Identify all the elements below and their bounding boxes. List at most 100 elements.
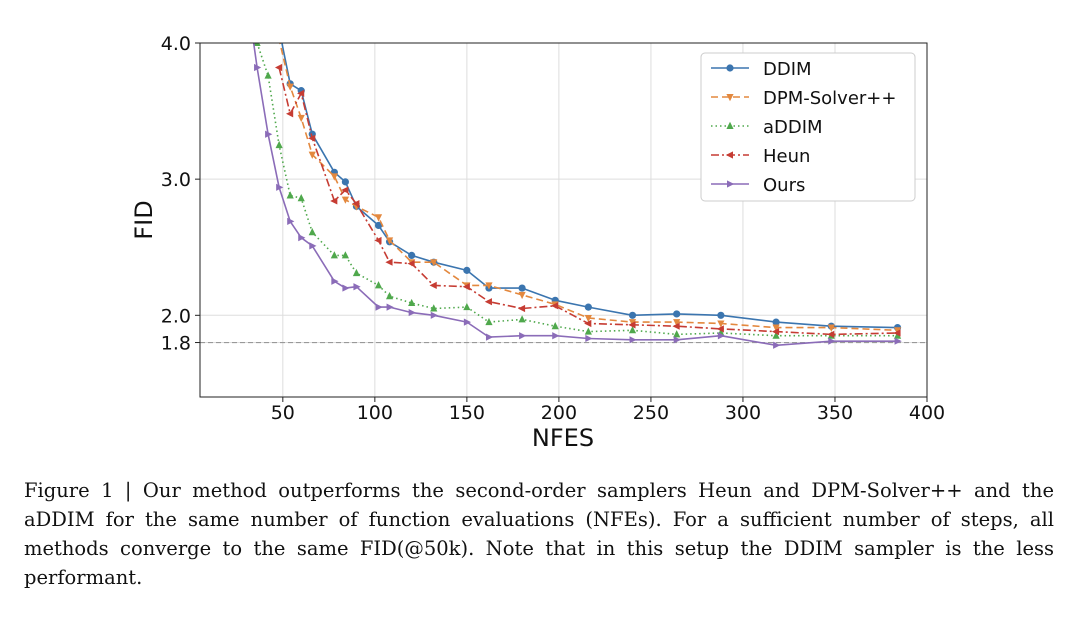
x-axis-label: NFES	[532, 424, 594, 452]
legend-marker-dpm-solver	[726, 94, 734, 102]
data-point-heun	[274, 63, 283, 72]
data-point-ddim	[341, 178, 349, 186]
data-point-ddim	[463, 266, 471, 274]
plot-frame	[199, 42, 928, 398]
data-point-ours	[408, 308, 416, 317]
data-point-dpm-solver	[308, 151, 316, 159]
data-point-dpm-solver	[385, 237, 394, 245]
y-tick-label: 1.8	[161, 333, 191, 355]
data-point-dpm-solver	[430, 259, 438, 267]
data-point-ddim	[673, 310, 681, 318]
chart-svg: 50 100 150 200 250 300 350 400 4.0 3.0 2.0 1.8 NFE…	[130, 0, 945, 452]
data-point-dpm-solver	[893, 327, 902, 335]
y-tick-label: 4.0	[161, 33, 191, 55]
x-tick-label: 300	[725, 402, 761, 424]
data-point-ddim	[628, 311, 637, 319]
series-line-dpm-solver	[279, 43, 898, 332]
data-point-ours	[485, 333, 494, 341]
data-point-ours	[773, 341, 781, 349]
data-point-ours	[585, 334, 593, 343]
data-point-heun	[827, 330, 835, 338]
data-point-ours	[276, 183, 284, 191]
data-point-addim	[463, 302, 471, 311]
data-point-heun	[517, 304, 526, 313]
data-point-addim	[264, 71, 272, 79]
legend-label-heun: Heun	[763, 146, 810, 167]
data-point-ours	[265, 130, 273, 138]
data-point-heun	[352, 200, 360, 208]
legend-label-ddim: DDIM	[763, 59, 812, 80]
data-point-addim	[308, 228, 316, 236]
data-point-ours	[894, 337, 902, 345]
y-ticks: 4.0 3.0 2.0 1.8	[161, 33, 200, 355]
data-point-addim	[893, 331, 902, 339]
data-point-dpm-solver	[485, 282, 493, 290]
data-point-ddim	[270, 0, 277, 6]
data-point-ours	[331, 277, 339, 285]
data-point-ours	[430, 311, 438, 319]
data-point-ours	[298, 234, 306, 242]
data-point-addim	[430, 304, 438, 312]
data-point-addim	[628, 326, 637, 334]
data-point-addim	[330, 251, 338, 259]
data-point-heun	[584, 319, 592, 328]
data-point-dpm-solver	[270, 13, 277, 20]
legend: DDIM DPM-Solver++ aDDIM Heun Ours	[700, 52, 916, 202]
data-point-heun	[341, 186, 349, 194]
series-line-heun	[278, 67, 898, 336]
series-heun	[274, 63, 901, 338]
data-point-ours	[342, 284, 350, 292]
legend-marker-ours	[727, 180, 735, 188]
data-point-dpm-solver	[518, 291, 526, 300]
data-point-heun	[716, 325, 724, 333]
data-point-heun	[385, 258, 393, 266]
data-point-dpm-solver	[673, 319, 681, 327]
data-point-ddim	[772, 318, 780, 326]
data-point-heun	[484, 298, 492, 306]
data-point-heun	[308, 134, 316, 142]
data-point-addim	[286, 191, 294, 199]
data-point-dpm-solver	[297, 114, 305, 123]
data-point-addim	[673, 330, 681, 338]
data-point-dpm-solver	[772, 324, 780, 332]
figure-caption: Figure 1 | Our method outperforms the se…	[24, 479, 1054, 589]
data-point-addim	[253, 43, 261, 46]
data-point-heun	[628, 321, 636, 329]
data-point-dpm-solver	[584, 315, 592, 323]
x-tick-label: 50	[271, 402, 295, 424]
legend-box	[700, 52, 916, 202]
data-point-ours	[463, 318, 472, 326]
data-point-dpm-solver	[827, 324, 835, 332]
data-point-ours	[673, 336, 681, 344]
data-point-dpm-solver	[374, 214, 383, 222]
data-point-addim	[485, 317, 493, 326]
data-point-ours	[287, 217, 295, 225]
data-point-heun	[374, 236, 382, 245]
data-point-ours	[629, 336, 637, 344]
data-point-heun	[330, 197, 338, 205]
data-point-heun	[407, 259, 415, 268]
data-point-heun	[429, 281, 437, 289]
legend-marker-addim	[726, 121, 734, 129]
x-tick-label: 150	[449, 402, 485, 424]
data-point-addim	[352, 268, 361, 277]
data-point-ddim	[518, 284, 526, 292]
data-point-addim	[408, 298, 416, 307]
data-point-addim	[772, 331, 780, 339]
data-point-addim	[385, 292, 394, 300]
data-point-ours	[375, 303, 383, 311]
chart: 50 100 150 200 250 300 350 400 4.0 3.0 2.0 1.8 NFE…	[130, 0, 945, 452]
data-point-addim	[297, 194, 305, 202]
data-point-dpm-solver	[330, 173, 338, 181]
data-point-ours	[353, 283, 361, 291]
data-point-heun	[672, 322, 680, 330]
data-point-addim	[374, 281, 383, 289]
data-point-addim	[584, 327, 592, 335]
series-line-addim	[256, 43, 898, 337]
series-line-ddim	[281, 43, 898, 329]
data-point-heun	[551, 302, 559, 310]
x-tick-label: 100	[357, 402, 393, 424]
legend-label-addim: aDDIM	[763, 117, 823, 138]
data-point-heun	[285, 110, 294, 118]
data-point-ddim	[584, 303, 592, 311]
